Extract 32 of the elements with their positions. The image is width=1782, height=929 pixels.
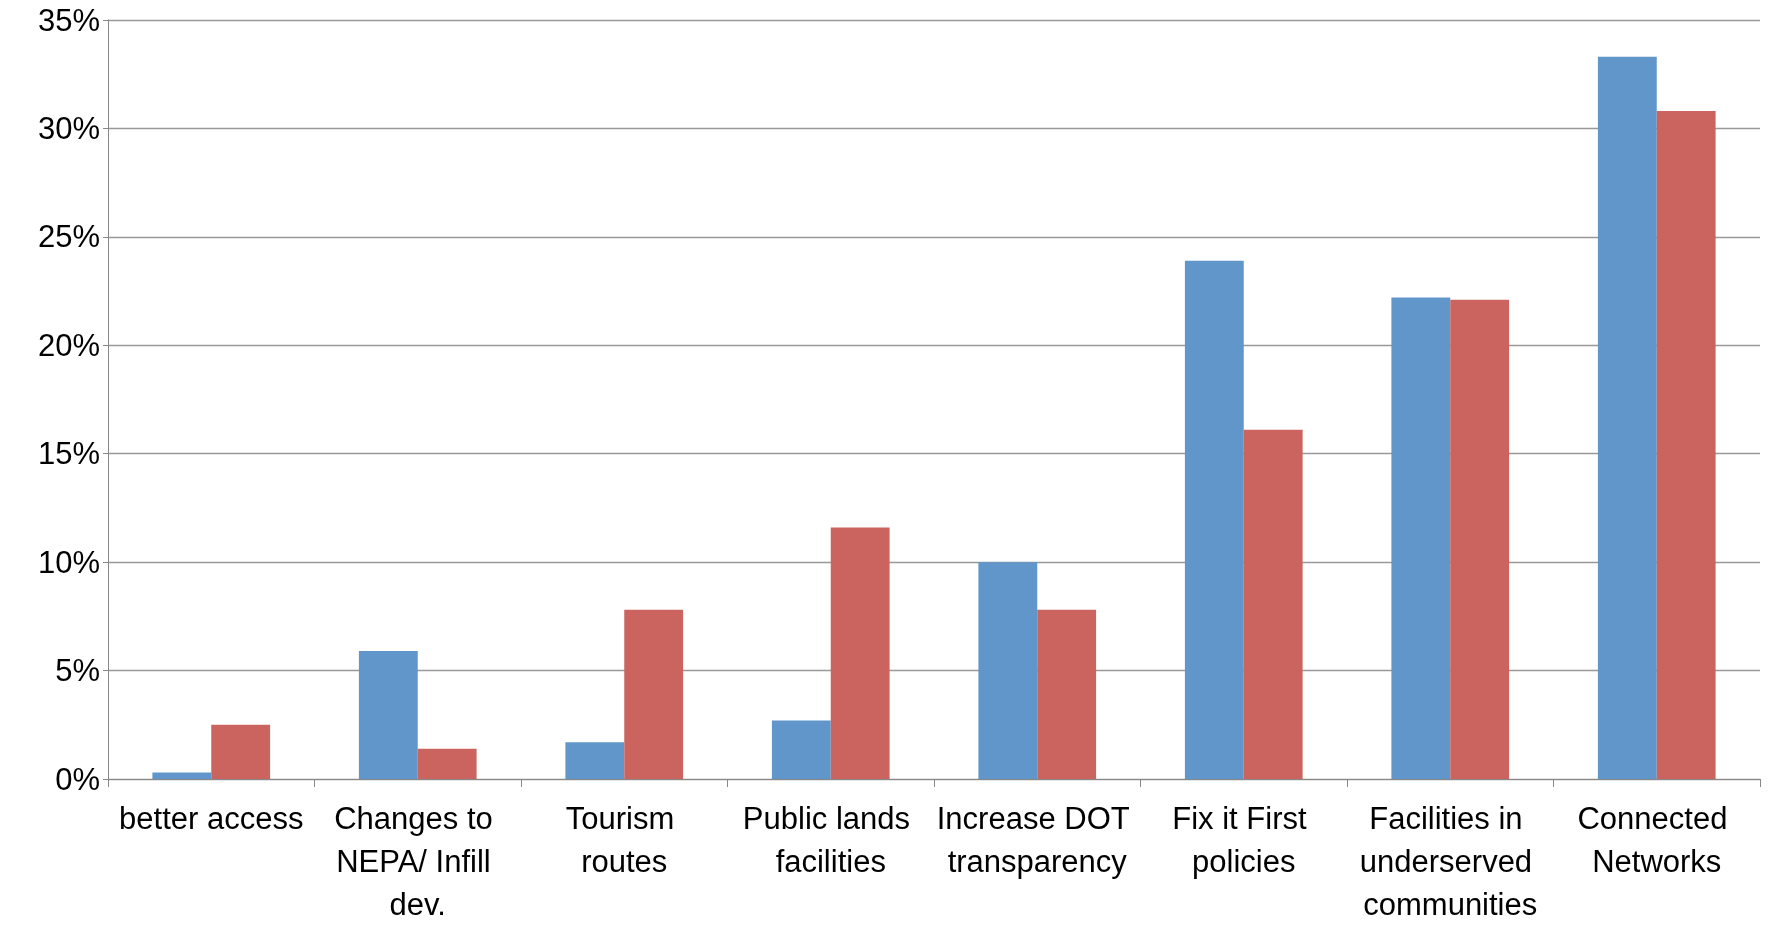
x-tick-label: Facilities in underserved communities (1359, 801, 1541, 922)
bar (1597, 56, 1657, 779)
y-tick-label: 5% (55, 653, 100, 689)
bar (1656, 111, 1716, 779)
x-tick-label: better access (119, 801, 304, 836)
y-tick-label: 35% (37, 2, 100, 38)
bar (830, 527, 890, 779)
x-tick-label: Tourism routes (565, 801, 683, 879)
y-tick-label: 25% (37, 219, 100, 255)
bar (565, 742, 625, 779)
bar (771, 720, 831, 779)
bar (152, 772, 212, 779)
bar (211, 724, 271, 779)
y-tick-label: 30% (37, 110, 100, 146)
x-tick-label: Fix it First policies (1172, 801, 1316, 879)
x-tick-label: Connected Networks (1577, 801, 1737, 879)
y-tick-label: 15% (37, 436, 100, 472)
bar (1243, 429, 1303, 779)
bar (1450, 299, 1510, 779)
bar (417, 748, 477, 779)
y-tick-label: 0% (55, 761, 100, 797)
bar (358, 651, 418, 779)
bar (978, 562, 1038, 779)
x-tick-label: Public lands facilities (742, 801, 919, 879)
bar (1037, 609, 1097, 779)
y-tick-label: 20% (37, 327, 100, 363)
x-tick-label: Increase DOT transparency (936, 801, 1138, 879)
bar (1184, 260, 1244, 779)
x-tick-label: Changes to NEPA/ Infill dev. (334, 801, 502, 922)
y-tick-label: 10% (37, 544, 100, 580)
bar (624, 609, 684, 779)
bar (1391, 297, 1451, 779)
